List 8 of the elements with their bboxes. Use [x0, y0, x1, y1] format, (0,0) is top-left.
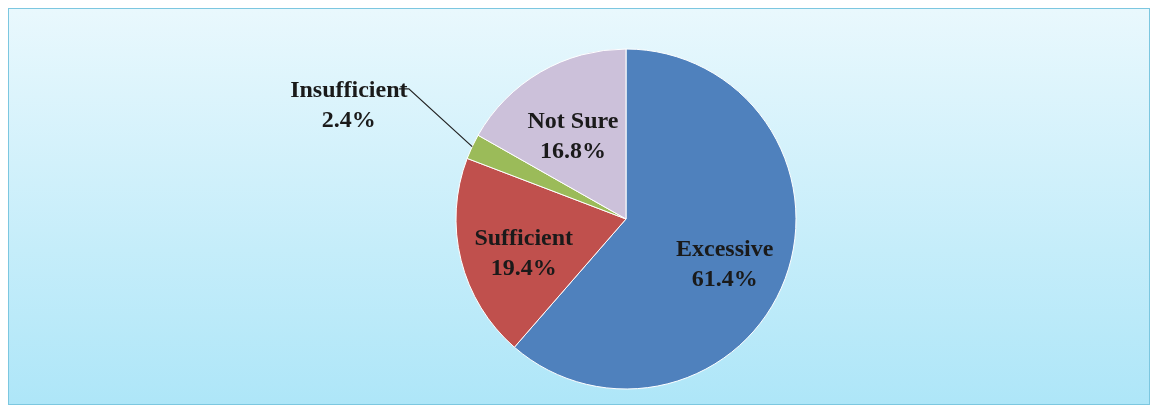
slice-label: Sufficient	[474, 223, 574, 250]
slice-label: Not Sure	[527, 106, 619, 133]
data-label: 19.4%	[490, 253, 557, 280]
data-label: 2.4%	[321, 105, 376, 132]
slice-label: Insufficient	[290, 75, 408, 102]
data-label: 61.4%	[691, 264, 758, 291]
slice-label: Excessive	[676, 234, 774, 261]
data-label: 16.8%	[539, 136, 606, 163]
